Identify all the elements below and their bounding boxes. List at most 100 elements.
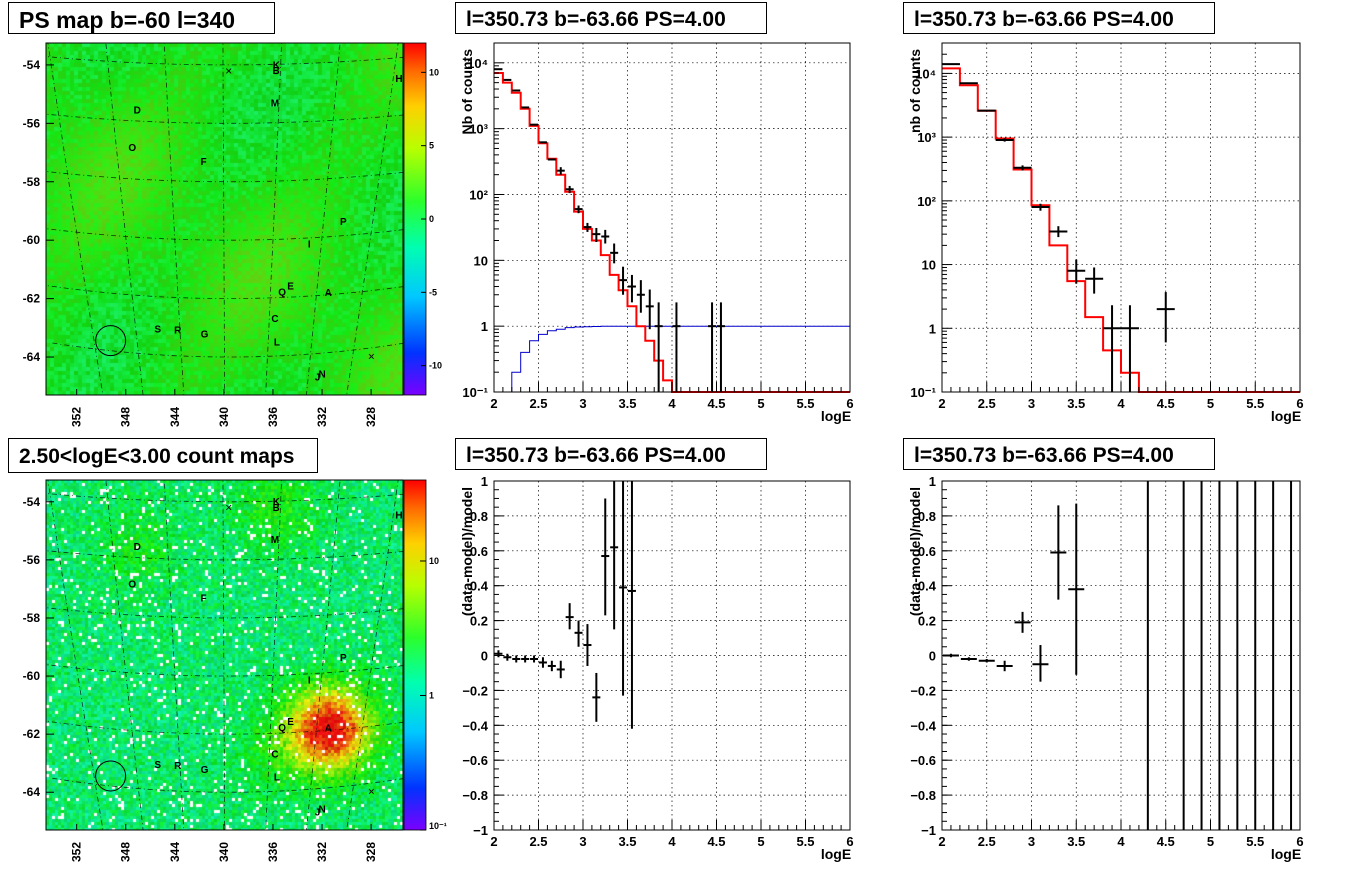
ps_map-source-label: Q bbox=[278, 288, 286, 299]
count_map-x-tick-label: 332 bbox=[315, 842, 329, 862]
count_map-source-label: R bbox=[174, 761, 182, 772]
count_map-meridian bbox=[222, 480, 226, 830]
count_map-source-label: B bbox=[273, 503, 280, 514]
count_map-x-tick-label: 340 bbox=[217, 842, 231, 862]
ps_map-x-tick-label: 328 bbox=[364, 407, 378, 427]
count-map-title: 2.50<logE<3.00 count maps bbox=[8, 438, 318, 473]
ps_map-source-label: L bbox=[274, 337, 280, 348]
count_map-y-tick-label: -62 bbox=[23, 727, 41, 741]
ps_map-source-label: R bbox=[174, 326, 182, 337]
count_map-x-tick-label: 328 bbox=[364, 842, 378, 862]
count_map-x-tick-label: 336 bbox=[266, 842, 280, 862]
count_map-x-tick-label: 352 bbox=[70, 842, 84, 862]
ps_map-plot-area: KB H M D O F P I EQ A C S R G L NJ × × bbox=[46, 43, 403, 395]
residual_2-x-tick-label: 4 bbox=[1117, 834, 1125, 849]
count_map-parallel bbox=[46, 607, 403, 619]
spectrum-2-title: l=350.73 b=-63.66 PS=4.00 bbox=[903, 2, 1215, 34]
residual_1-x-tick-label: 3.5 bbox=[618, 834, 636, 849]
spectrum_1-x-tick-label: 5.5 bbox=[796, 396, 814, 411]
count_map-source-label: F bbox=[201, 593, 207, 604]
count_map-y-tick-label: -56 bbox=[23, 553, 41, 567]
count_map-source-label: A bbox=[325, 723, 332, 734]
ps_map-source-label: E bbox=[287, 281, 294, 292]
ps_map-roi-circle bbox=[95, 325, 127, 357]
count_map-y-tick-label: -64 bbox=[23, 785, 41, 799]
ps_map-x-tick-label: 352 bbox=[70, 407, 84, 427]
ps_map-source-label: G bbox=[201, 329, 209, 340]
count_map-roi-circle bbox=[95, 760, 127, 792]
count_map-parallel bbox=[46, 493, 403, 503]
count_map-source-label: E bbox=[287, 717, 294, 728]
count_map-source-label: D bbox=[134, 542, 141, 553]
residual_1-y-tick-label: −0.6 bbox=[462, 753, 488, 768]
count_map-source-label: O bbox=[128, 579, 136, 590]
count_map-source-label: G bbox=[201, 765, 209, 776]
count_map-y-tick-label: -58 bbox=[23, 611, 41, 625]
count_map-parallel bbox=[46, 720, 403, 735]
residual_1-y-axis-label: (data-model)/model bbox=[459, 487, 475, 616]
residual_2-plot bbox=[941, 480, 1301, 831]
residual_1-x-tick-label: 2 bbox=[490, 834, 497, 849]
residual_1-y-tick-label: 0.8 bbox=[470, 509, 488, 524]
ps_map-source-label: K bbox=[273, 60, 281, 71]
residual_1-x-tick-label: 4.5 bbox=[707, 834, 725, 849]
count_map-meridian bbox=[305, 480, 341, 830]
ps-map-title: PS map b=-60 l=340 bbox=[8, 2, 275, 34]
ps_map-y-tick-label: -60 bbox=[23, 233, 41, 247]
ps_map-meridian bbox=[163, 43, 185, 395]
count_map-heat-image bbox=[46, 480, 403, 830]
residual-1-title: l=350.73 b=-63.66 PS=4.00 bbox=[455, 438, 767, 470]
ps_map-meridian bbox=[47, 43, 104, 395]
residual_2-x-tick-label: 5 bbox=[1207, 834, 1214, 849]
count_map-parallel bbox=[46, 664, 403, 677]
ps_map-meridian bbox=[222, 43, 226, 395]
spectrum_2-y-tick-label: 10⁻¹ bbox=[910, 385, 936, 400]
spectrum_2-x-tick-label: 3 bbox=[1028, 396, 1035, 411]
ps_map-x-tick-label: 348 bbox=[119, 407, 133, 427]
residual_2-y-tick-label: −1 bbox=[921, 823, 936, 838]
ps_map-colorbar-label: 0 bbox=[429, 214, 434, 224]
residual_1-y-tick-label: −0.8 bbox=[462, 788, 488, 803]
spectrum_2-y-tick-label: 1 bbox=[929, 321, 936, 336]
ps_map-meridian bbox=[265, 43, 283, 395]
ps_map-source-label: H bbox=[395, 74, 402, 85]
spectrum_2-y-axis-label: nb of counts bbox=[907, 49, 923, 133]
count_map-x-tick-label: 348 bbox=[119, 842, 133, 862]
count_map-y-tick-label: -54 bbox=[23, 495, 41, 509]
residual_2-frame bbox=[941, 480, 1301, 831]
ps_map-y-tick-label: -62 bbox=[23, 292, 41, 306]
ps_map-parallel bbox=[46, 228, 403, 241]
spectrum_2-y-tick-label: 10⁴ bbox=[915, 66, 936, 81]
spectrum_1-x-tick-label: 2.5 bbox=[529, 396, 547, 411]
ps_map-parallel bbox=[46, 171, 403, 183]
ps_map-source-label: I bbox=[308, 240, 311, 251]
count_map-parallel bbox=[52, 777, 403, 793]
count_map-source-label: P bbox=[340, 653, 347, 664]
spectrum_1-y-axis-label: Nb of counts bbox=[459, 49, 475, 135]
ps_map-y-tick-label: -56 bbox=[23, 116, 41, 130]
residual_2-y-tick-label: 1 bbox=[929, 474, 936, 489]
spectrum_1-y-tick-label: 10² bbox=[469, 187, 488, 202]
ps_map-colorbar-label: 5 bbox=[429, 141, 434, 151]
spectrum_1-x-tick-label: 3 bbox=[579, 396, 586, 411]
ps_map-y-tick-label: -58 bbox=[23, 175, 41, 189]
spectrum_1-x-tick-label: 4.5 bbox=[707, 396, 725, 411]
ps_map-source-label: N bbox=[318, 369, 325, 380]
residual_2-x-tick-label: 3 bbox=[1028, 834, 1035, 849]
count_map-source-label: S bbox=[154, 760, 161, 771]
spectrum_2-x-tick-label: 2.5 bbox=[978, 396, 996, 411]
ps_map-meridian bbox=[105, 43, 144, 395]
count_map-source-label: C bbox=[271, 750, 278, 761]
residual_2-y-tick-label: 0.2 bbox=[918, 614, 936, 629]
residual_1-x-tick-label: 6 bbox=[846, 834, 853, 849]
residual_2-y-tick-label: 0.8 bbox=[918, 509, 936, 524]
spectrum_2-frame bbox=[941, 42, 1301, 393]
count_map-frame bbox=[45, 479, 404, 831]
count_map-colorbar-label: 10 bbox=[429, 556, 439, 566]
residual_1-x-axis-label: logE bbox=[821, 846, 851, 862]
residual_2-x-tick-label: 6 bbox=[1296, 834, 1303, 849]
ps_map-cross-marker: × bbox=[368, 349, 375, 363]
spectrum_1-y-tick-label: 10⁻¹ bbox=[462, 385, 488, 400]
spectrum_1-y-tick-label: 10⁴ bbox=[467, 56, 488, 71]
count_map-source-label: M bbox=[271, 535, 279, 546]
